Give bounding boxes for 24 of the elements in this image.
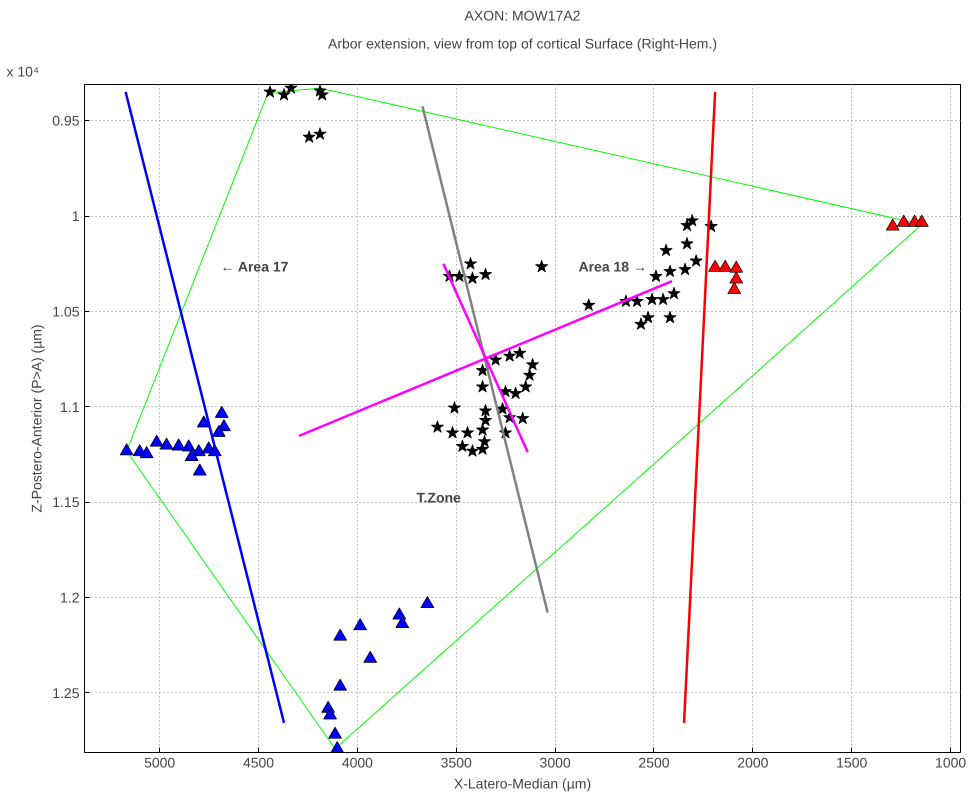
- x-tick-label: 4000: [342, 754, 374, 770]
- annotation: Area 18 →: [578, 258, 647, 274]
- y-tick-label: 1.1: [60, 398, 80, 415]
- text: x 10⁴: [6, 64, 39, 80]
- x-tick-label: 5000: [144, 754, 176, 770]
- y-tick-label: 1.2: [60, 590, 80, 606]
- x-tick-label: 3500: [440, 754, 472, 770]
- y-tick-label: 1.15: [52, 494, 80, 510]
- x-axis-title: X-Latero-Median (µm): [454, 776, 592, 792]
- annotation: T.Zone: [416, 490, 462, 506]
- x-tick-label: 3000: [540, 754, 571, 770]
- y-tick-label: 1.05: [52, 303, 80, 320]
- y-tick-label: 0.95: [52, 112, 80, 129]
- chart-title: AXON: MOW17A2: [464, 8, 581, 24]
- x-tick-label: 2000: [737, 754, 769, 770]
- x-tick-label: 4500: [242, 754, 274, 770]
- x-tick-label: 2500: [638, 754, 670, 770]
- x-tick-label: 1500: [836, 754, 868, 770]
- y-tick-label: 1: [72, 208, 80, 224]
- chart-subtitle: Arbor extension, view from top of cortical Surface (Right-Hem.): [328, 36, 718, 52]
- x-tick-label: 1000: [935, 754, 966, 770]
- y-tick-label: 1.25: [52, 684, 80, 701]
- y-axis-title: Z-Postero-Anterior (P>A) (µm): [28, 324, 44, 513]
- annotation: ← Area 17: [220, 258, 289, 274]
